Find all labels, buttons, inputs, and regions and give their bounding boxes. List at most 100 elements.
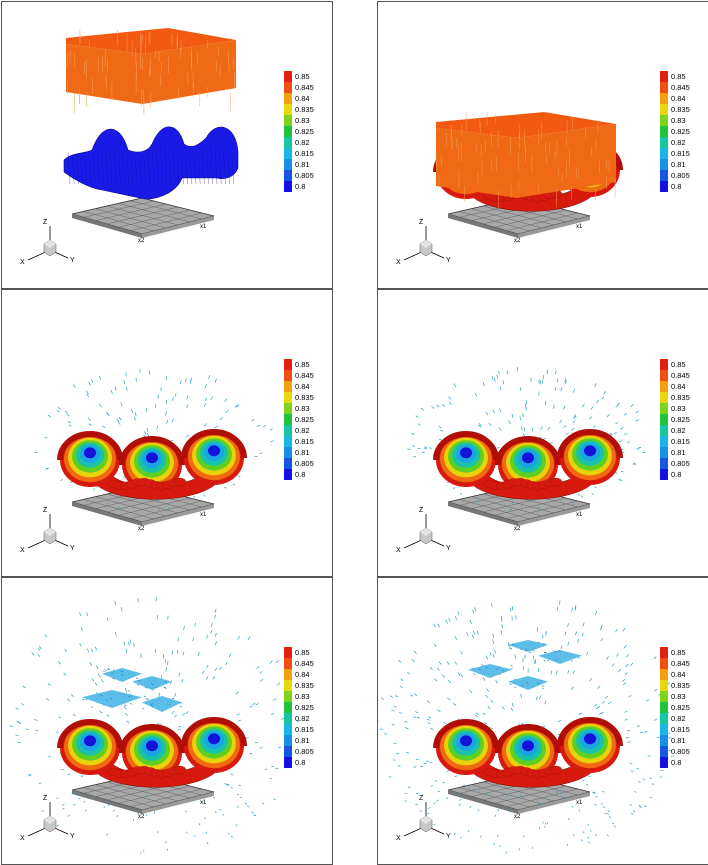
legend-label: 0.835: [671, 392, 690, 403]
legend-label: 0.825: [295, 702, 314, 713]
legend-label: 0.825: [671, 126, 690, 137]
legend-label: 0.83: [295, 691, 310, 702]
legend-label: 0.81: [671, 735, 686, 746]
legend-swatch: [660, 170, 668, 181]
legend-label: 0.815: [671, 724, 690, 735]
hump-ring: [84, 735, 96, 746]
legend-swatch: [660, 159, 668, 170]
axis-y-label: Y: [70, 545, 75, 552]
legend-label: 0.81: [671, 159, 686, 170]
axis-label-x2: x2: [514, 526, 521, 532]
axis-x-label: X: [20, 835, 25, 842]
legend-swatch: [284, 137, 292, 148]
axis-z-label: Z: [43, 795, 48, 802]
legend-swatch: [284, 93, 292, 104]
axis-z-label: Z: [43, 507, 48, 514]
legend-label: 0.805: [671, 170, 690, 181]
legend-label: 0.82: [295, 713, 310, 724]
legend-label: 0.83: [295, 115, 310, 126]
axis-x-label: X: [396, 835, 401, 842]
legend-label: 0.84: [671, 93, 686, 104]
hump-ring: [460, 447, 472, 458]
legend-label: 0.845: [295, 82, 314, 93]
hump-ring: [460, 735, 472, 746]
axis-x-label: X: [396, 547, 401, 554]
legend-swatch: [660, 425, 668, 436]
axis-x-label: X: [20, 259, 25, 266]
legend-label: 0.81: [295, 447, 310, 458]
legend-label: 0.8: [295, 181, 305, 192]
legend-label: 0.835: [295, 104, 314, 115]
legend-swatch: [660, 181, 668, 192]
legend-label: 0.805: [295, 746, 314, 757]
legend-swatch: [660, 104, 668, 115]
axis-y-label: Y: [70, 257, 75, 264]
legend-label: 0.85: [671, 647, 686, 658]
legend-swatch: [284, 71, 292, 82]
axis-label-x2: x2: [514, 238, 521, 244]
legend-label: 0.84: [295, 669, 310, 680]
axis-y-label: Y: [70, 833, 75, 840]
legend-swatch: [284, 126, 292, 137]
legend-swatch: [284, 680, 292, 691]
legend-label: 0.8: [671, 469, 681, 480]
legend-swatch: [660, 381, 668, 392]
legend-swatch: [660, 658, 668, 669]
legend-swatch: [660, 126, 668, 137]
legend-swatch: [660, 447, 668, 458]
legend-label: 0.83: [671, 403, 686, 414]
legend-swatch: [284, 724, 292, 735]
legend-swatch: [660, 647, 668, 658]
legend-swatch: [284, 658, 292, 669]
axis-x-label: X: [396, 259, 401, 266]
legend-label: 0.85: [295, 359, 310, 370]
legend-swatch: [660, 757, 668, 768]
legend-swatch: [284, 370, 292, 381]
legend-label: 0.82: [295, 137, 310, 148]
legend-label: 0.82: [295, 425, 310, 436]
legend-swatch: [284, 148, 292, 159]
legend-swatch: [284, 447, 292, 458]
legend-label: 0.85: [295, 71, 310, 82]
legend-swatch: [660, 746, 668, 757]
legend-label: 0.815: [671, 436, 690, 447]
legend-label: 0.825: [671, 702, 690, 713]
legend-label: 0.84: [295, 381, 310, 392]
legend-label: 0.83: [295, 403, 310, 414]
legend-swatch: [660, 414, 668, 425]
legend-label: 0.815: [671, 148, 690, 159]
legend-swatch: [660, 93, 668, 104]
axis-label-x2: x2: [138, 526, 145, 532]
axis-z-label: Z: [419, 507, 424, 514]
axis-label-x1: x1: [200, 800, 207, 806]
axis-label-x2: x2: [138, 238, 145, 244]
liquid-surface: [64, 127, 238, 199]
legend-swatch: [660, 359, 668, 370]
droplet-sheet: [468, 640, 582, 690]
legend-swatch: [284, 691, 292, 702]
legend-label: 0.805: [671, 458, 690, 469]
legend-swatch: [660, 458, 668, 469]
axis-y-label: Y: [446, 833, 451, 840]
legend-swatch: [660, 137, 668, 148]
legend-label: 0.84: [295, 93, 310, 104]
legend-swatch: [284, 425, 292, 436]
legend-swatch: [660, 691, 668, 702]
legend-label: 0.81: [671, 447, 686, 458]
legend-label: 0.83: [671, 691, 686, 702]
legend-label: 0.85: [671, 359, 686, 370]
legend-swatch: [284, 403, 292, 414]
axis-label-x1: x1: [200, 224, 207, 230]
legend-label: 0.845: [671, 370, 690, 381]
legend-swatch: [284, 181, 292, 192]
legend-label: 0.845: [295, 658, 314, 669]
legend-label: 0.82: [671, 713, 686, 724]
axis-label-x1: x1: [576, 512, 583, 518]
